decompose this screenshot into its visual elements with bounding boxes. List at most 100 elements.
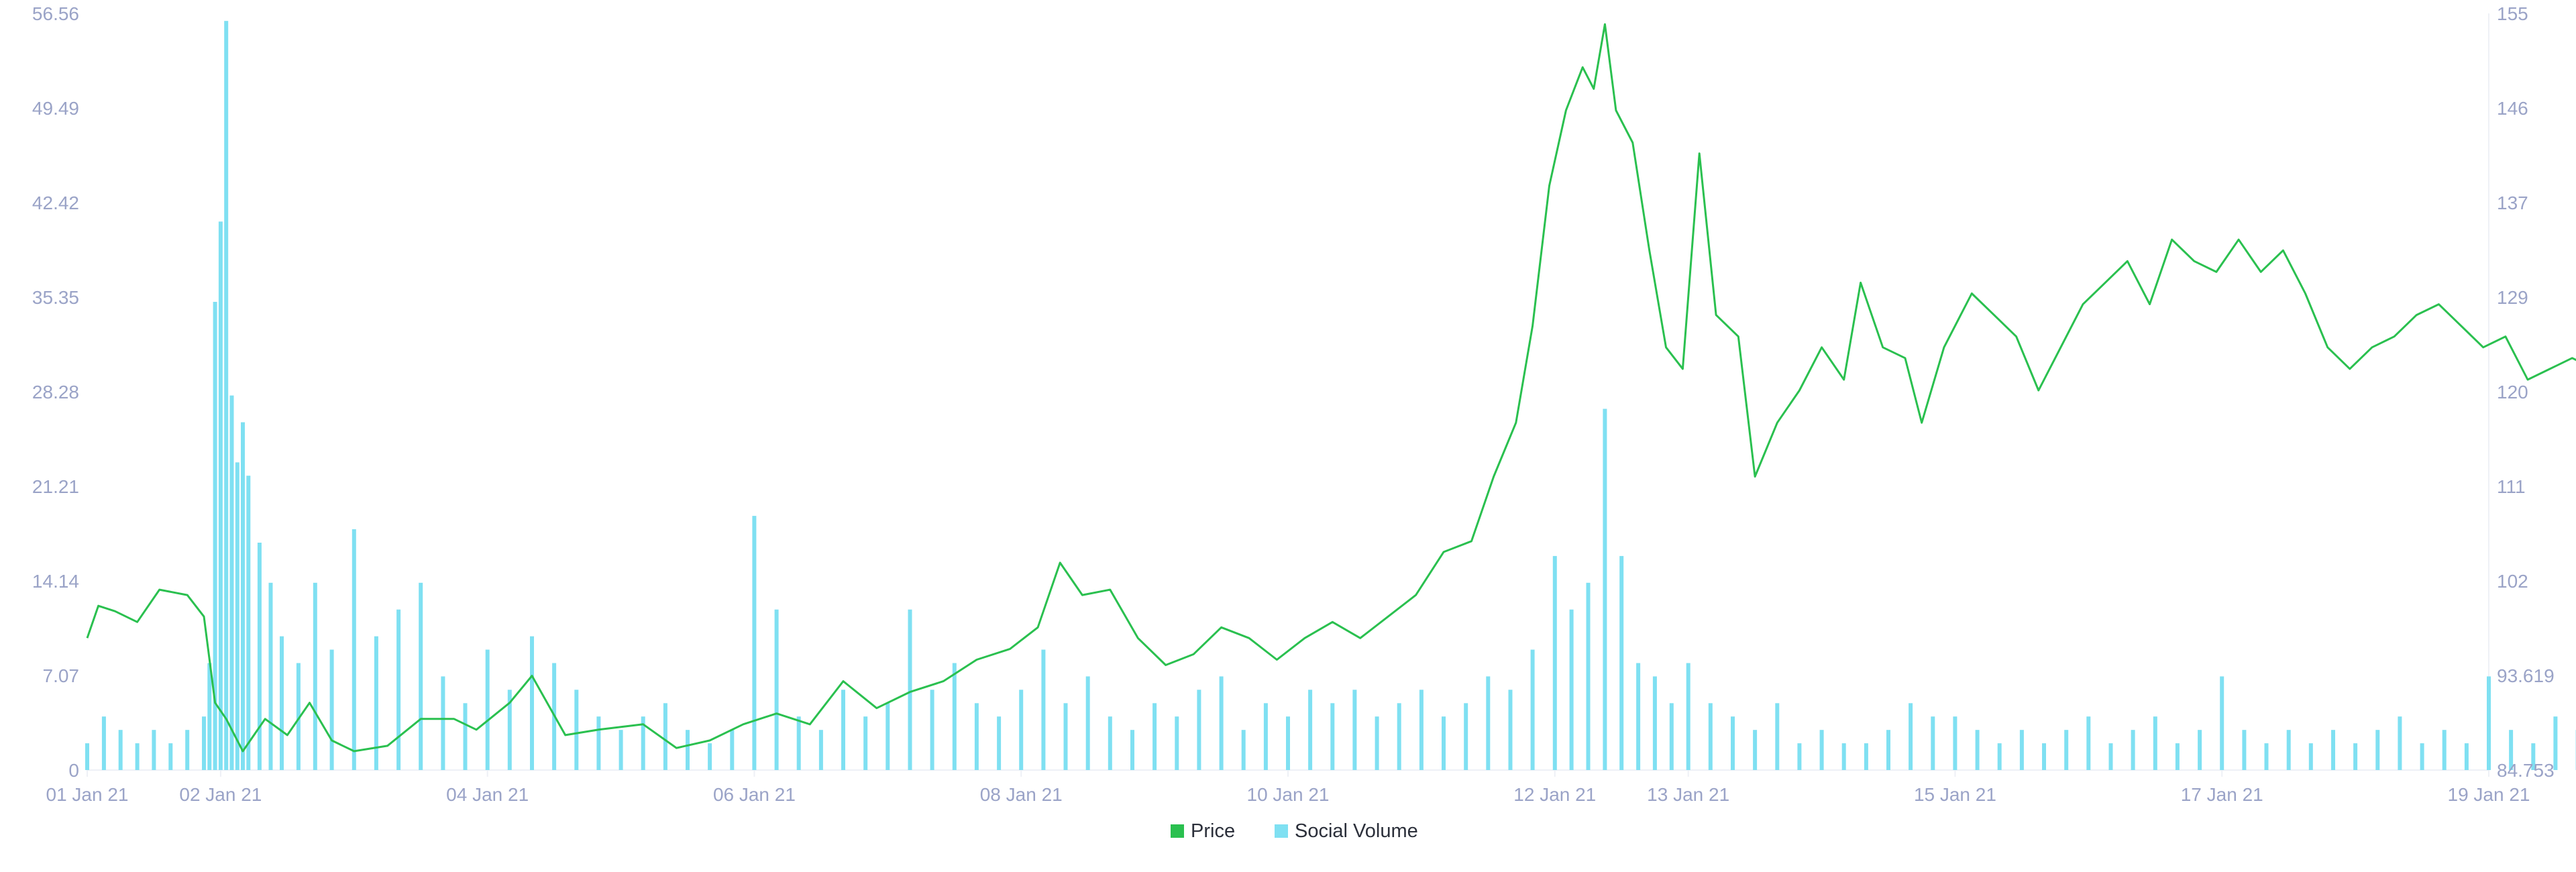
y-left-tick-label: 49.49 (32, 98, 79, 119)
social-volume-bar (730, 730, 735, 770)
axes-layer: 0 7.07 14.14 21.21 28.28 35.35 42.42 49.49 56.56… (32, 3, 2555, 805)
social-volume-bar (1686, 663, 1690, 770)
social-volume-bar (2442, 730, 2447, 770)
social-volume-bar (2509, 730, 2514, 770)
x-tick-label: 01 Jan 21 (46, 784, 129, 805)
social-volume-bar (641, 716, 645, 770)
social-volume-bar (1019, 690, 1024, 770)
social-volume-bar (885, 703, 890, 770)
social-volume-bar (1419, 690, 1424, 770)
social-volume-bar (235, 462, 239, 770)
social-volume-bar (135, 743, 140, 770)
y-left-tick-label: 21.21 (32, 476, 79, 497)
social-volume-bar (2531, 743, 2536, 770)
y-left-tick-label: 7.07 (43, 665, 80, 686)
price-line (86, 23, 2576, 753)
social-volume-bar (168, 743, 173, 770)
social-volume-bar (2108, 743, 2113, 770)
social-volume-bar (1442, 716, 1446, 770)
social-volume-bar (1108, 716, 1112, 770)
legend-label: Social Volume (1295, 820, 1418, 842)
social-volume-bar (246, 476, 251, 770)
social-volume-bar (1375, 716, 1379, 770)
social-volume-bar (507, 690, 512, 770)
social-volume-bar (619, 730, 623, 770)
y-right-tick-label: 146 (2497, 98, 2528, 119)
social-volume-bar (2375, 730, 2380, 770)
social-volume-bar (2286, 730, 2291, 770)
social-volume-bar (85, 743, 89, 770)
social-volume-bar (463, 703, 468, 770)
social-volume-bar (485, 649, 490, 770)
x-tick-label: 08 Jan 21 (980, 784, 1063, 805)
y-right-tick-label: 137 (2497, 193, 2528, 213)
social-volume-bar (152, 730, 156, 770)
social-volume-bar (1241, 730, 1246, 770)
social-volume-bar (2242, 730, 2247, 770)
social-volume-bar (1603, 408, 1607, 770)
social-volume-bar (1397, 703, 1401, 770)
legend-swatch-price (1171, 824, 1184, 838)
social-volume-bar (952, 663, 957, 770)
social-volume-bar (185, 730, 190, 770)
social-volume-bar (1219, 676, 1224, 770)
social-volume-bar (2553, 716, 2558, 770)
social-volume-bar (2131, 730, 2135, 770)
social-volume-bar (1041, 649, 1046, 770)
social-volume-bar (1953, 716, 1957, 770)
social-volume-bar (296, 663, 301, 770)
social-volume-bar (930, 690, 934, 770)
legend-item-social-volume[interactable]: Social Volume (1275, 820, 1418, 842)
social-volume-bar (2220, 676, 2224, 770)
social-volume-bar (1530, 649, 1535, 770)
y-left-tick-label: 0 (68, 760, 79, 781)
legend-item-price[interactable]: Price (1171, 820, 1235, 842)
social-volume-bar (2042, 743, 2046, 770)
social-volume-bar (329, 649, 334, 770)
x-tick-label: 19 Jan 21 (2448, 784, 2530, 805)
social-volume-bar (774, 609, 779, 770)
social-volume-bar (1152, 703, 1157, 770)
social-volume-bar (224, 21, 229, 771)
social-volume-bar (2019, 730, 2024, 770)
x-tick-label: 13 Jan 21 (1647, 784, 1729, 805)
legend: Price Social Volume (1171, 820, 1418, 842)
social-volume-bar (396, 609, 401, 770)
social-volume-bar (1464, 703, 1468, 770)
social-volume-bar (1330, 703, 1335, 770)
social-volume-bar (1308, 690, 1313, 770)
y-left-tick-label: 28.28 (32, 382, 79, 402)
social-volume-bar (1063, 703, 1068, 770)
x-tick-label: 10 Jan 21 (1247, 784, 1330, 805)
social-volume-bar (118, 730, 123, 770)
social-volume-bar (1508, 690, 1513, 770)
social-volume-bar (101, 716, 106, 770)
social-volume-bar (1731, 716, 1735, 770)
social-volume-bar (1352, 690, 1357, 770)
social-volume-bar (280, 636, 284, 770)
social-volume-bar (1886, 730, 1890, 770)
social-volume-bar (2308, 743, 2313, 770)
social-volume-bar (841, 690, 845, 770)
social-volume-bars (85, 21, 2576, 771)
social-volume-bar (1486, 676, 1491, 770)
y-left-tick-label: 14.14 (32, 571, 79, 592)
social-volume-bar (974, 703, 979, 770)
x-tick-label: 17 Jan 21 (2181, 784, 2263, 805)
social-volume-bar (908, 609, 912, 770)
social-volume-bar (441, 676, 445, 770)
social-volume-bar (1819, 730, 1824, 770)
social-volume-bar (1841, 743, 1846, 770)
social-volume-bar (596, 716, 601, 770)
social-volume-bar (2086, 716, 2091, 770)
social-volume-bar (2264, 743, 2269, 770)
y-right-tick-label: 129 (2497, 287, 2528, 308)
social-volume-bar (1175, 716, 1179, 770)
social-volume-bar (1775, 703, 1780, 770)
y-right-tick-label: 84.753 (2497, 760, 2555, 781)
social-volume-bar (574, 690, 579, 770)
y-right-tick-label: 155 (2497, 3, 2528, 24)
social-volume-bar (257, 543, 262, 770)
social-volume-bar (2487, 676, 2491, 770)
social-volume-bar (313, 582, 317, 770)
